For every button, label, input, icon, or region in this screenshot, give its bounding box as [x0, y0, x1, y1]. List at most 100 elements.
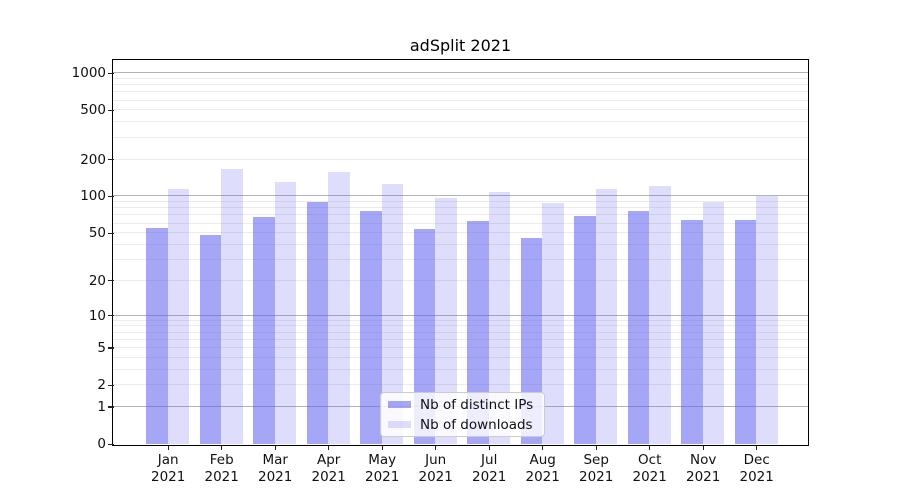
bar-nb-of-distinct-ips-jun [413, 228, 436, 444]
y-tick-label: 1 [97, 399, 106, 416]
legend-swatch-downloads-icon [388, 420, 411, 429]
x-tick-mark [328, 445, 330, 451]
minor-gridline [113, 158, 808, 160]
x-tick-label: Dec 2021 [739, 452, 774, 485]
legend: Nb of distinct IPs Nb of downloads [380, 392, 545, 437]
bar-nb-of-downloads-jun [435, 197, 457, 444]
y-tick-label: 50 [88, 225, 106, 242]
x-tick-mark [274, 445, 276, 451]
x-tick-label: Aug 2021 [525, 452, 560, 485]
minor-gridline [113, 214, 808, 216]
x-tick-label: Jan 2021 [151, 452, 186, 485]
y-tick-mark [107, 384, 114, 386]
bar-nb-of-distinct-ips-feb [199, 234, 222, 444]
bar-nb-of-downloads-sep [595, 189, 618, 444]
legend-swatch-ips-icon [388, 400, 411, 409]
bar-nb-of-downloads-feb [221, 169, 243, 444]
bar-nb-of-distinct-ips-mar [253, 217, 275, 444]
x-tick-label: Nov 2021 [686, 452, 721, 485]
bar-nb-of-downloads-apr [328, 171, 350, 444]
x-tick-label: May 2021 [365, 452, 400, 485]
y-tick-mark [107, 347, 114, 349]
major-gridline [113, 195, 808, 197]
minor-gridline [113, 356, 808, 358]
bar-nb-of-downloads-jul [488, 192, 511, 444]
bar-nb-of-downloads-jan [167, 189, 190, 444]
y-tick-label: 5 [97, 340, 106, 357]
x-tick-mark [595, 445, 597, 451]
minor-gridline [113, 279, 808, 281]
y-tick-mark [107, 109, 114, 112]
bar-nb-of-distinct-ips-jan [146, 227, 168, 444]
y-tick-label: 0 [97, 436, 106, 453]
minor-gridline [113, 338, 808, 340]
bar-nb-of-downloads-aug [542, 203, 564, 444]
bar-nb-of-distinct-ips-sep [574, 216, 596, 444]
y-tick-label: 10 [88, 307, 106, 324]
legend-item-distinct-ips: Nb of distinct IPs [388, 395, 544, 415]
y-tick-mark [107, 314, 114, 317]
minor-gridline [113, 222, 808, 224]
x-tick-mark [756, 445, 758, 451]
y-tick-label: 500 [80, 102, 106, 119]
bar-nb-of-downloads-oct [649, 186, 671, 444]
minor-gridline [113, 99, 808, 101]
bar-nb-of-distinct-ips-apr [306, 202, 329, 444]
bar-nb-of-distinct-ips-may [360, 210, 382, 444]
bar-nb-of-distinct-ips-jul [467, 221, 489, 444]
bar-nb-of-distinct-ips-oct [627, 211, 650, 444]
minor-gridline [113, 319, 808, 321]
x-tick-mark [488, 445, 490, 451]
x-tick-label: Feb 2021 [204, 452, 239, 485]
minor-gridline [113, 91, 808, 93]
minor-gridline [113, 121, 808, 123]
y-tick-mark [107, 232, 114, 234]
y-tick-mark [107, 406, 114, 408]
minor-gridline [113, 207, 808, 209]
legend-label-downloads: Nb of downloads [420, 416, 533, 433]
minor-gridline [113, 325, 808, 327]
bar-nb-of-downloads-dec [756, 195, 778, 444]
minor-gridline [113, 77, 808, 79]
minor-gridline [113, 331, 808, 333]
minor-gridline [113, 136, 808, 138]
minor-gridline [113, 243, 808, 245]
y-tick-label: 2 [97, 377, 106, 394]
y-tick-label: 1000 [71, 65, 106, 82]
minor-gridline [113, 201, 808, 203]
y-tick-mark [107, 443, 114, 445]
x-tick-label: Apr 2021 [311, 452, 346, 485]
legend-item-downloads: Nb of downloads [388, 415, 544, 435]
x-tick-mark [542, 445, 544, 451]
x-tick-mark [167, 445, 169, 451]
bar-nb-of-downloads-mar [274, 182, 297, 444]
bar-nb-of-downloads-nov [702, 201, 725, 444]
minor-gridline [113, 368, 808, 370]
minor-gridline [113, 109, 808, 111]
minor-gridline [113, 347, 808, 349]
y-tick-label: 20 [88, 272, 106, 289]
major-gridline [113, 72, 808, 74]
minor-gridline [113, 232, 808, 234]
chart-title: adSplit 2021 [409, 36, 512, 55]
y-tick-label: 100 [80, 188, 106, 205]
minor-gridline [113, 384, 808, 386]
plot-area [112, 58, 809, 446]
x-tick-label: Sep 2021 [579, 452, 614, 485]
legend-label-distinct-ips: Nb of distinct IPs [420, 396, 534, 413]
bar-nb-of-distinct-ips-dec [734, 220, 757, 444]
major-gridline [113, 314, 808, 316]
minor-gridline [113, 258, 808, 260]
x-tick-label: Jul 2021 [472, 452, 507, 485]
y-tick-mark [107, 158, 114, 161]
bar-nb-of-distinct-ips-nov [681, 220, 703, 444]
x-tick-mark [702, 445, 704, 451]
x-tick-mark [435, 445, 437, 451]
x-tick-label: Jun 2021 [418, 452, 453, 485]
y-tick-mark [107, 280, 114, 282]
y-tick-label: 200 [80, 151, 106, 168]
y-tick-mark [107, 72, 114, 74]
x-tick-label: Oct 2021 [632, 452, 667, 485]
x-tick-mark [649, 445, 651, 451]
